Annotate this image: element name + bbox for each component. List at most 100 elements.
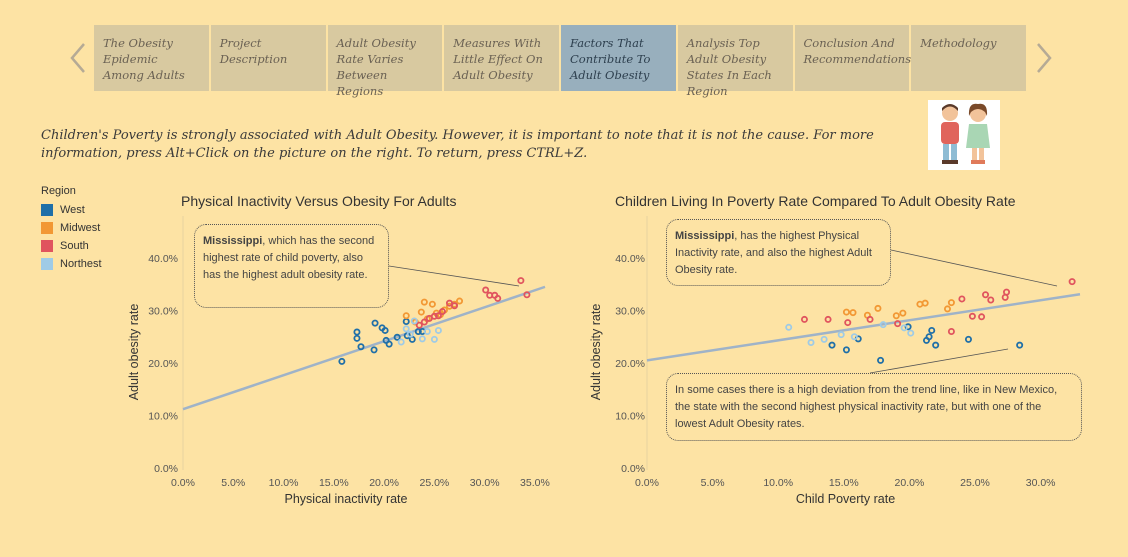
data-point-midwest bbox=[428, 300, 436, 308]
data-point-northest bbox=[418, 335, 426, 343]
data-point-west bbox=[371, 319, 379, 327]
data-point-northest bbox=[397, 338, 405, 346]
data-point-northest bbox=[907, 329, 915, 337]
x-tick-label: 25.0% bbox=[419, 477, 449, 489]
y-tick-label: 0.0% bbox=[154, 463, 178, 475]
y-axis-label: Adult obesity rate bbox=[589, 304, 603, 401]
data-point-midwest bbox=[921, 299, 929, 307]
y-tick-label: 20.0% bbox=[148, 358, 178, 370]
data-point-midwest bbox=[943, 305, 951, 313]
data-point-west bbox=[925, 333, 933, 341]
tab-rate-varies-regions[interactable]: Adult Obesity Rate Varies Between Region… bbox=[327, 25, 445, 98]
legend-label: Northest bbox=[60, 258, 102, 270]
region-legend: Region West Midwest South Northest bbox=[41, 185, 102, 273]
annotation-mississippi-right: Mississippi, has the highest Physical In… bbox=[666, 219, 891, 286]
legend-item-west[interactable]: West bbox=[41, 201, 102, 219]
tab-methodology[interactable]: Methodology bbox=[911, 25, 1028, 91]
data-point-south bbox=[445, 299, 453, 307]
legend-item-midwest[interactable]: Midwest bbox=[41, 219, 102, 237]
data-point-west bbox=[904, 323, 912, 331]
data-point-south bbox=[824, 315, 832, 323]
data-point-west bbox=[928, 326, 936, 334]
trend-line bbox=[646, 292, 1081, 362]
previous-page-arrow-icon[interactable] bbox=[68, 40, 88, 76]
x-tick-label: 5.0% bbox=[701, 477, 725, 489]
data-point-south bbox=[430, 312, 438, 320]
data-point-midwest bbox=[892, 312, 900, 320]
data-point-south bbox=[982, 291, 990, 299]
next-page-arrow-icon[interactable] bbox=[1034, 40, 1054, 76]
data-point-south bbox=[438, 308, 446, 316]
annotation-new-mexico: In some cases there is a high deviation … bbox=[666, 373, 1082, 441]
y-tick-label: 0.0% bbox=[621, 463, 645, 475]
data-point-west bbox=[828, 341, 836, 349]
children-picture[interactable] bbox=[928, 100, 1000, 170]
annotation-bold: Mississippi bbox=[675, 230, 735, 242]
data-point-midwest bbox=[947, 299, 955, 307]
tab-analysis-top-states[interactable]: Analysis Top Adult Obesity States In Eac… bbox=[677, 25, 795, 98]
legend-swatch bbox=[41, 204, 53, 216]
data-point-south bbox=[415, 321, 423, 329]
x-axis-label: Physical inactivity rate bbox=[285, 492, 408, 506]
data-point-northest bbox=[900, 324, 908, 332]
data-point-northest bbox=[879, 321, 887, 329]
story-navigation-tabs: The Obesity Epidemic Among Adults Projec… bbox=[94, 25, 1028, 98]
data-point-west bbox=[353, 328, 361, 336]
x-tick-label: 30.0% bbox=[470, 477, 500, 489]
data-point-west bbox=[414, 327, 422, 335]
data-point-south bbox=[1003, 288, 1011, 296]
data-point-south bbox=[987, 296, 995, 304]
tab-conclusion[interactable]: Conclusion And Recommendations bbox=[794, 25, 912, 91]
data-point-midwest bbox=[420, 298, 428, 306]
legend-swatch bbox=[41, 222, 53, 234]
x-tick-label: 25.0% bbox=[960, 477, 990, 489]
legend-item-northest[interactable]: Northest bbox=[41, 255, 102, 273]
data-point-midwest bbox=[842, 308, 850, 316]
data-point-northest bbox=[402, 325, 410, 333]
data-point-northest bbox=[837, 331, 845, 339]
data-point-northest bbox=[406, 330, 414, 338]
data-point-south bbox=[523, 291, 531, 299]
y-axis-label: Adult obesity rate bbox=[127, 304, 141, 401]
data-point-south bbox=[450, 302, 458, 310]
legend-label: South bbox=[60, 240, 89, 252]
data-point-northest bbox=[820, 335, 828, 343]
legend-swatch bbox=[41, 258, 53, 270]
x-tick-label: 30.0% bbox=[1026, 477, 1056, 489]
data-point-south bbox=[978, 313, 986, 321]
annotation-leader-line bbox=[388, 265, 520, 287]
intro-text: Children's Poverty is strongly associate… bbox=[41, 128, 874, 161]
tab-project-description[interactable]: Project Description bbox=[210, 25, 328, 91]
data-point-south bbox=[434, 312, 442, 320]
data-point-west bbox=[402, 318, 410, 326]
x-tick-label: 0.0% bbox=[171, 477, 195, 489]
y-tick-label: 40.0% bbox=[615, 253, 645, 265]
chart-title-poverty: Children Living In Poverty Rate Compared… bbox=[615, 193, 1016, 209]
tab-measures-little-effect[interactable]: Measures With Little Effect On Adult Obe… bbox=[444, 25, 561, 91]
data-point-northest bbox=[807, 339, 815, 347]
data-point-west bbox=[353, 334, 361, 342]
data-point-west bbox=[877, 356, 885, 364]
data-point-west bbox=[964, 335, 972, 343]
data-point-midwest bbox=[899, 309, 907, 317]
data-point-south bbox=[494, 294, 502, 302]
annotation-text: , which has the second highest rate of c… bbox=[203, 235, 375, 281]
legend-label: West bbox=[60, 204, 85, 216]
data-point-west bbox=[357, 343, 365, 351]
data-point-south bbox=[420, 318, 428, 326]
legend-title: Region bbox=[41, 185, 76, 197]
y-tick-label: 30.0% bbox=[615, 306, 645, 318]
data-point-west bbox=[381, 326, 389, 334]
data-point-northest bbox=[850, 333, 858, 341]
legend-item-south[interactable]: South bbox=[41, 237, 102, 255]
data-point-west bbox=[932, 341, 940, 349]
tab-factors-contribute[interactable]: Factors That Contribute To Adult Obesity bbox=[561, 25, 678, 91]
tab-obesity-epidemic[interactable]: The Obesity Epidemic Among Adults bbox=[94, 25, 211, 91]
data-point-northest bbox=[430, 335, 438, 343]
x-tick-label: 0.0% bbox=[635, 477, 659, 489]
chart-title-inactivity: Physical Inactivity Versus Obesity For A… bbox=[181, 193, 457, 209]
data-point-south bbox=[517, 277, 525, 285]
x-axis-label: Child Poverty rate bbox=[796, 492, 895, 506]
annotation-text: , has the highest Physical Inactivity ra… bbox=[675, 230, 872, 276]
y-tick-label: 10.0% bbox=[148, 411, 178, 423]
